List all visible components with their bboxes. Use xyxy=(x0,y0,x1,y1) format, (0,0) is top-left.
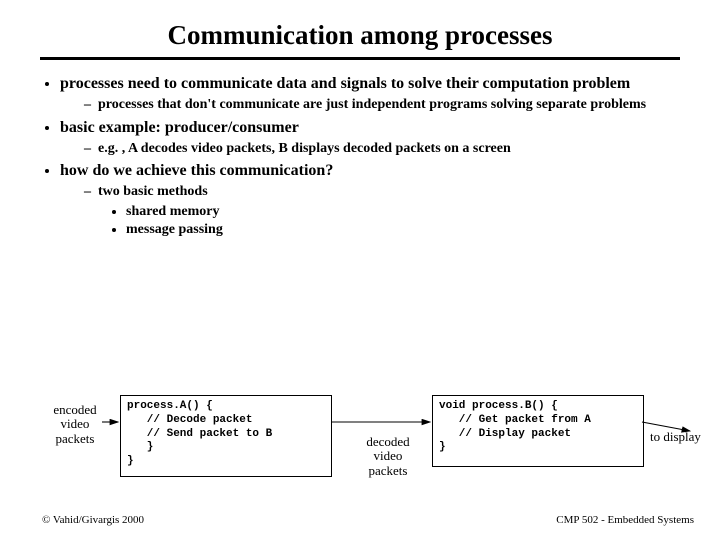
bullet-list: processes need to communicate data and s… xyxy=(40,74,680,239)
title-rule xyxy=(40,57,680,60)
footer-left: © Vahid/Givargis 2000 xyxy=(42,514,144,526)
bullet-1-text: processes need to communicate data and s… xyxy=(60,75,630,92)
flow-diagram: encoded video packets process.A() { // D… xyxy=(40,395,700,485)
bullet-2-sub: e.g. , A decodes video packets, B displa… xyxy=(60,140,680,158)
bullet-3-sub2-b: message passing xyxy=(126,221,680,239)
bullet-3-sub2: shared memory message passing xyxy=(98,203,680,239)
slide-root: Communication among processes processes … xyxy=(0,0,720,540)
code-box-b: void process.B() { // Get packet from A … xyxy=(432,395,644,467)
slide-title: Communication among processes xyxy=(40,20,680,51)
bullet-2: basic example: producer/consumer e.g. , … xyxy=(60,118,680,158)
label-encoded: encoded video packets xyxy=(45,403,105,446)
bullet-3-sub2-a: shared memory xyxy=(126,203,680,221)
bullet-3-sub-1-text: two basic methods xyxy=(98,184,208,199)
code-box-a: process.A() { // Decode packet // Send p… xyxy=(120,395,332,477)
label-display: to display xyxy=(650,430,715,444)
bullet-2-text: basic example: producer/consumer xyxy=(60,119,299,136)
bullet-3: how do we achieve this communication? tw… xyxy=(60,161,680,239)
bullet-2-sub-1: e.g. , A decodes video packets, B displa… xyxy=(84,140,680,158)
bullet-1-sub: processes that don't communicate are jus… xyxy=(60,96,680,114)
bullet-3-sub-1: two basic methods shared memory message … xyxy=(84,183,680,239)
bullet-3-sub: two basic methods shared memory message … xyxy=(60,183,680,239)
bullet-1-sub-1: processes that don't communicate are jus… xyxy=(84,96,680,114)
bullet-1: processes need to communicate data and s… xyxy=(60,74,680,114)
footer-right: CMP 502 - Embedded Systems xyxy=(556,514,694,526)
bullet-3-text: how do we achieve this communication? xyxy=(60,162,333,179)
label-decoded: decoded video packets xyxy=(358,435,418,478)
